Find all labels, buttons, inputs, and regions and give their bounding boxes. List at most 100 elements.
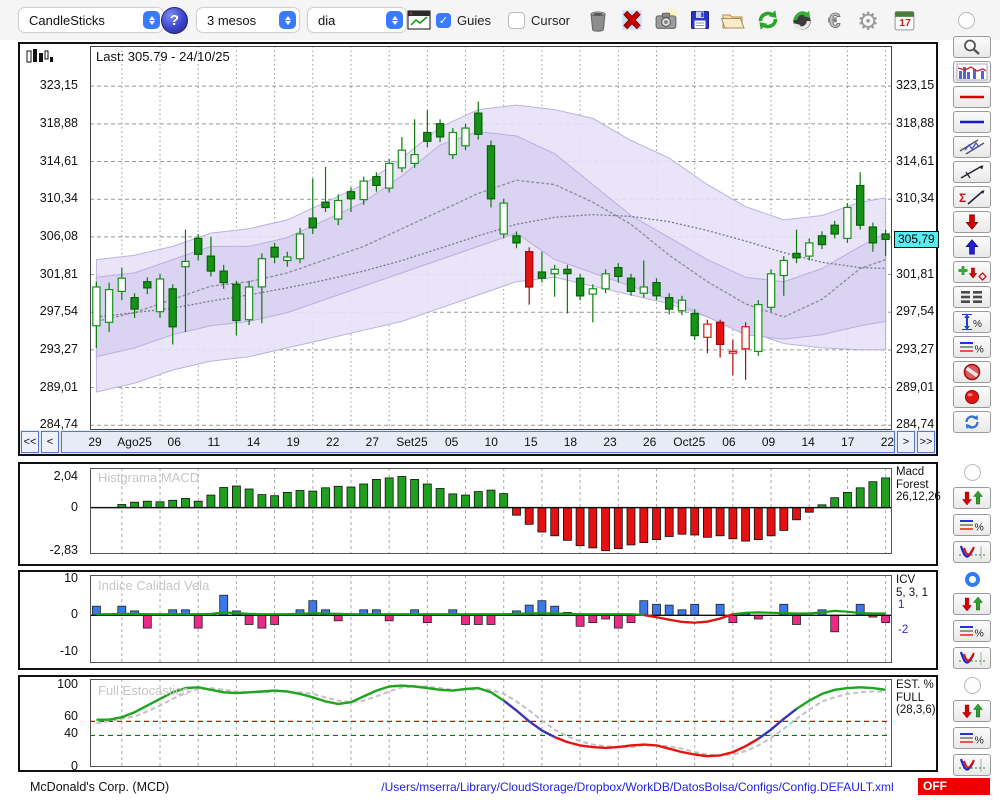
levels-tool-button[interactable] [953,286,991,308]
guies-checkbox[interactable]: ✓ [436,12,451,28]
scroll-right-button[interactable]: > [897,431,915,453]
svg-text:%: % [975,628,984,640]
date-tick-label: 06 [722,435,736,449]
date-tick-label: 26 [642,435,657,449]
scroll-left-button[interactable]: < [41,431,59,453]
toolbar-radio[interactable] [958,11,975,29]
arrow-up-tool-button[interactable] [953,236,991,258]
svg-text:%: % [975,735,984,747]
icv-v-curve-button[interactable] [953,647,991,669]
chart-legend: Last: 305.79 - 24/10/25 [26,48,230,65]
scroll-far-left-button[interactable]: << [21,431,39,453]
stoch-updown-arrows-button[interactable] [953,700,991,722]
chart-view-tool-button[interactable] [953,61,991,83]
trendline-tool-button[interactable] [953,161,991,183]
price-axis-left: 323,15 318,88 314,61 310,34 306,08 301,81 297,… [20,44,84,454]
scroll-far-right-button[interactable]: >> [917,431,935,453]
channel-tool-button[interactable] [953,136,991,158]
price-tick-label: 297,54 [896,304,935,318]
price-tick-label: 318,88 [896,116,935,130]
date-tick-label: 27 [365,435,380,449]
macd-watermark: Histgrama MACD [98,470,200,485]
icv-panel: Indice Calidad Vela 10 0 -10 ICV 5, 3, 1 1 -2 [18,570,938,670]
icv-updown-arrows-button[interactable] [953,593,991,615]
chart-type-select[interactable]: CandleSticks [18,7,164,33]
stoch-lines-percent-button[interactable]: % [953,727,991,749]
price-tick-label: 301,81 [896,267,935,281]
help-button[interactable]: ? [161,6,188,34]
macd-select-radio[interactable] [963,464,981,481]
settings-gear-icon: ⚙ [856,6,884,34]
zoom-tool-button[interactable] [953,36,991,58]
trendline-icon [957,163,987,181]
price-tick-label: 323,15 [896,78,935,92]
icv-tool-group: % [948,572,996,674]
stoch-tool-group: % [948,677,996,781]
date-tick-label: Oct25 [673,435,706,449]
record-tool-button[interactable] [953,386,991,408]
forbid-icon [957,363,987,381]
off-toggle[interactable]: OFF [918,778,990,795]
save-icon [688,8,712,32]
vrange-percent-tool-button[interactable]: % [953,311,991,333]
icv-tick-label: 10 [64,571,78,585]
lines-percent-tool-button[interactable]: % [953,336,991,358]
arrow-down-icon [957,213,987,231]
trash-button[interactable] [583,6,613,34]
arrow-down-tool-button[interactable] [953,211,991,233]
macd-lines-percent-button[interactable]: % [953,514,991,536]
select-stepper-icon [143,11,160,29]
icv-lines-percent-button[interactable]: % [953,620,991,642]
save-button[interactable] [685,6,715,34]
stoch-select-radio[interactable] [963,677,981,694]
macd-params-label: Macd [896,466,925,478]
date-tick-label: 05 [444,435,459,449]
lines-percent-icon: % [957,516,987,534]
period-select[interactable]: 3 mesos [196,7,300,33]
updown-arrows-icon [957,702,987,720]
forbid-tool-button[interactable] [953,361,991,383]
icv-select-radio[interactable] [964,572,980,587]
sync-green-button[interactable] [787,6,817,34]
cursor-checkbox[interactable] [508,11,525,29]
chart-style-icon [26,49,53,63]
camera-button[interactable] [651,6,681,34]
euro-icon: € [823,7,849,33]
price-plot-area[interactable] [90,46,892,430]
add-marker-tool-button[interactable] [953,261,991,283]
refresh-blue-tool-button[interactable] [953,411,991,433]
macd-axis: 2,04 0 -2,83 [20,464,84,564]
red-hline-tool-button[interactable] [953,86,991,108]
macd-updown-arrows-button[interactable] [953,487,991,509]
delete-x-button[interactable] [617,6,647,34]
main-chart-panel: Last: 305.79 - 24/10/25 323,15 318,88 314,… [18,42,939,456]
euro-button[interactable]: € [821,6,851,34]
stoch-panel: Full Estocastico 100 60 40 0 EST. % FULL (28,… [18,675,938,773]
macd-plot-area[interactable] [90,468,892,554]
sigma-trend-icon: Σ [957,188,987,206]
v-curve-icon [957,543,987,561]
stoch-tick-label: 60 [64,709,78,723]
stoch-v-curve-button[interactable] [953,754,991,776]
date-tick-label: 14 [801,435,815,449]
price-axis-right: 323,15 318,88 314,61 310,34 301,81 297,54 293,… [894,44,939,454]
macd-v-curve-button[interactable] [953,541,991,563]
icv-plot-area[interactable] [90,575,892,663]
icv-threshold-label: 1 [898,599,905,611]
lines-percent-icon: % [957,338,987,356]
lines-percent-icon: % [957,729,987,747]
window-chart-button[interactable] [404,6,434,34]
blue-hline-tool-button[interactable] [953,111,991,133]
lines-percent-icon: % [957,622,987,640]
open-folder-button[interactable] [719,6,749,34]
refresh-green-button[interactable] [753,6,783,34]
interval-select[interactable]: dia [307,7,407,33]
last-price-legend: Last: 305.79 - 24/10/25 [96,49,230,64]
chart-view-icon [956,63,988,81]
calendar-button[interactable]: 17 [889,6,919,34]
sigma-trend-tool-button[interactable]: Σ [953,186,991,208]
settings-gear-button[interactable]: ⚙ [855,6,885,34]
select-stepper-icon [279,11,296,29]
stoch-watermark: Full Estocastico [98,683,190,698]
stoch-plot-area[interactable] [90,679,892,767]
